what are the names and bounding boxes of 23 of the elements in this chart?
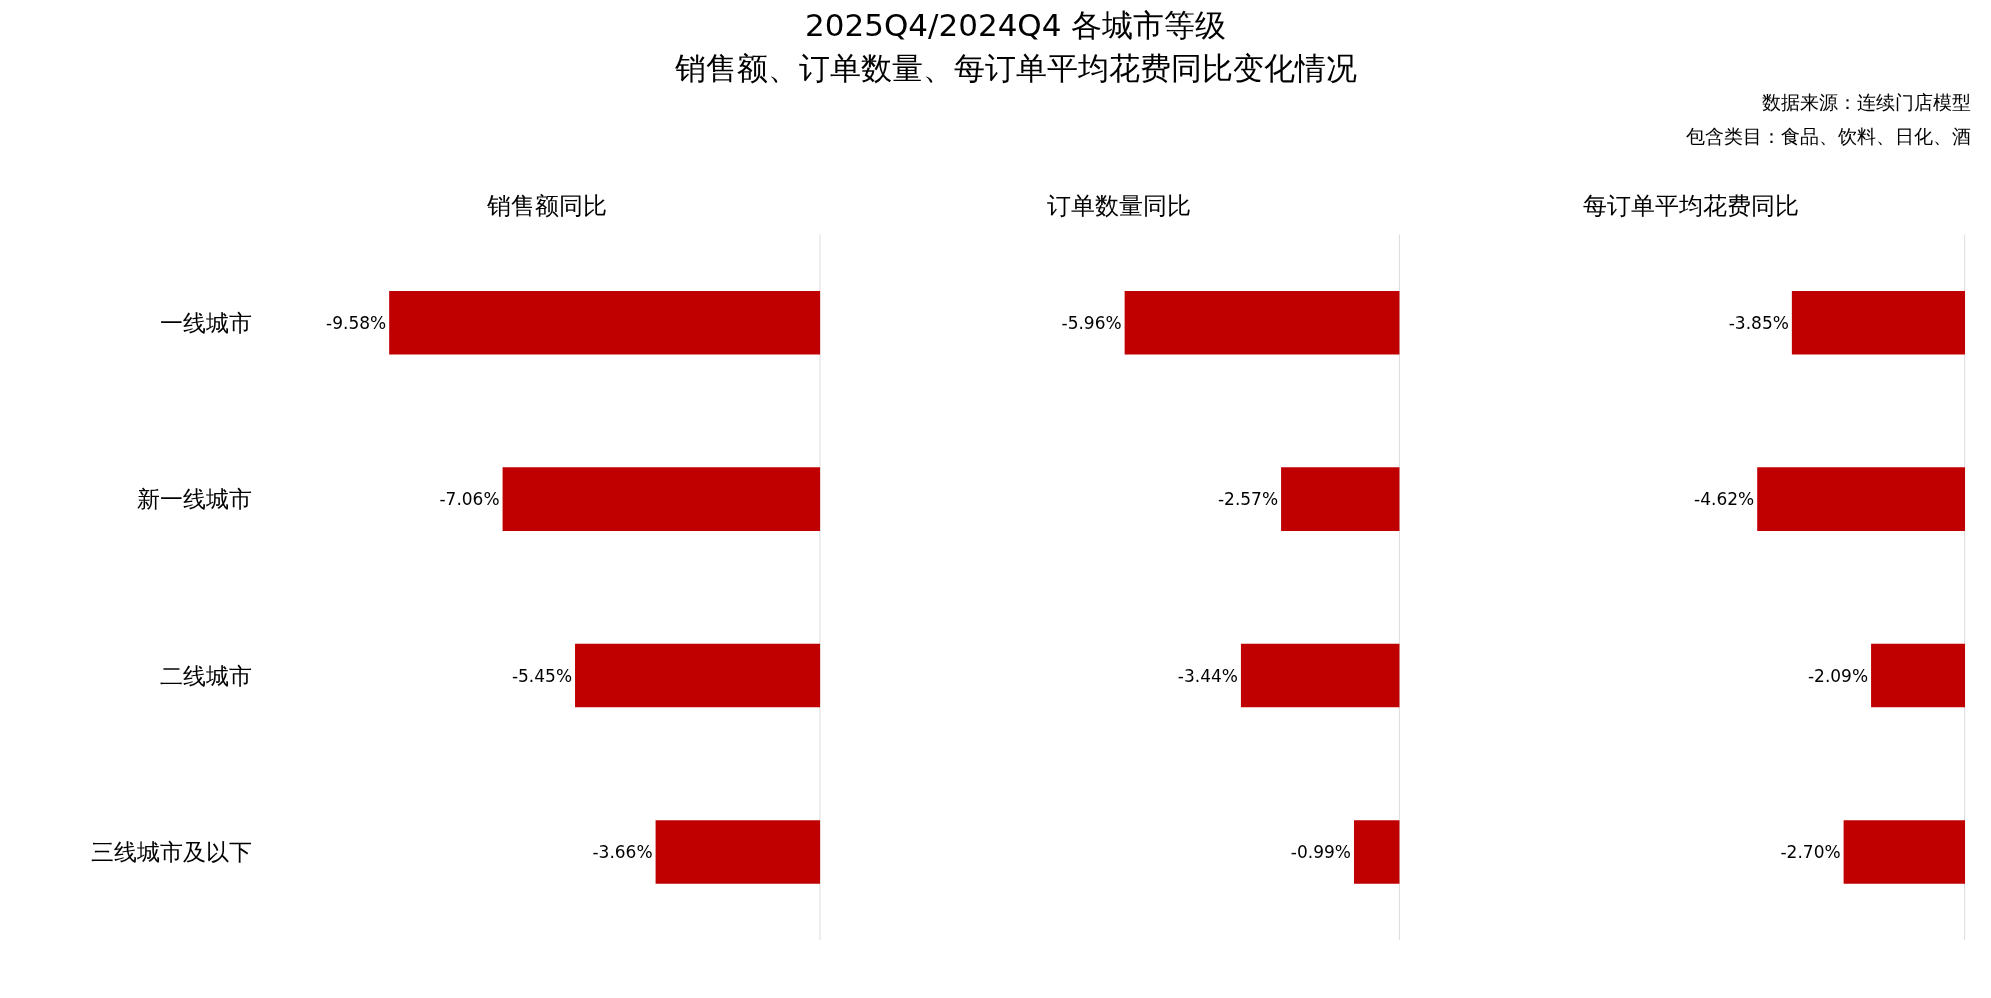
data-label: -3.44% [1177, 665, 1238, 686]
y-tick-label: 一线城市 [159, 309, 252, 336]
data-label: -4.62% [1694, 489, 1755, 510]
y-tick-label: 新一线城市 [136, 486, 252, 513]
data-label: -5.96% [1061, 312, 1122, 333]
data-label: -3.66% [592, 841, 653, 862]
x-axis-title: 销售额同比 [485, 191, 607, 220]
y-tick-label: 三线城市及以下 [90, 838, 252, 865]
text: 包含类目：食品、饮料、日化、酒 [1686, 125, 1971, 147]
x-axis-title: 每订单平均花费同比 [1583, 191, 1800, 220]
data-label: -9.58% [326, 312, 387, 333]
chart-title: 2025Q4/2024Q4 各城市等级 [805, 7, 1227, 43]
data-label: -3.85% [1728, 312, 1789, 333]
y-tick-label: 二线城市 [159, 662, 252, 689]
data-label: -7.06% [439, 489, 500, 510]
data-label: -0.99% [1290, 841, 1351, 862]
x-axis-title: 订单数量同比 [1046, 191, 1191, 220]
data-label: -2.09% [1807, 665, 1869, 686]
data-label: -5.45% [511, 665, 573, 686]
chart-subtitle: 销售额、订单数量、每订单平均花费同比变化情况 [674, 50, 1357, 86]
source-note: 数据来源：连续门店模型 [1762, 91, 1971, 113]
data-label: -2.70% [1780, 841, 1841, 862]
data-label: -2.57% [1217, 489, 1279, 510]
